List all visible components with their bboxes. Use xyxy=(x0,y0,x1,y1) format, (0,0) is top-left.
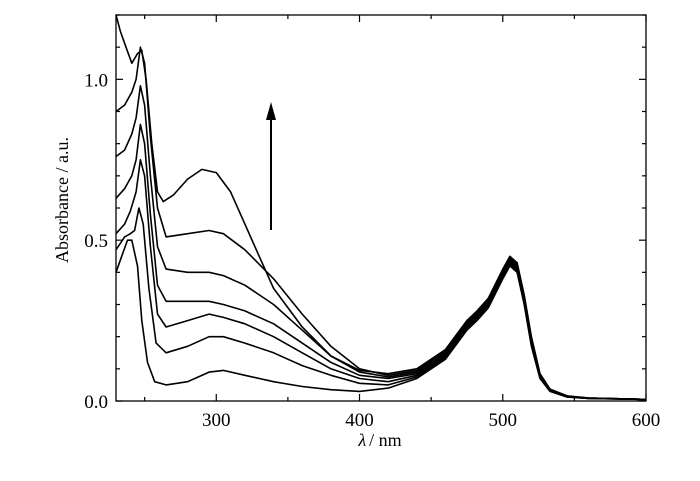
x-tick-label: 600 xyxy=(632,410,661,431)
y-tick-label: 0.0 xyxy=(84,392,108,413)
x-tick-label: 300 xyxy=(202,410,231,431)
x-axis-unit: / nm xyxy=(369,430,402,450)
arrow-head xyxy=(266,102,276,120)
x-tick-label: 400 xyxy=(345,410,374,431)
axis-tick-labels: 300 400 500 600 0.0 0.5 1.0 xyxy=(84,70,660,431)
y-tick-label: 1.0 xyxy=(84,70,108,91)
increase-arrow xyxy=(266,102,276,230)
spectrum-line-6 xyxy=(115,46,647,401)
y-tick-label: 0.5 xyxy=(84,231,108,252)
spectrum-line-5 xyxy=(115,85,647,401)
spectrum-line-4 xyxy=(115,123,647,401)
y-axis-label: Absorbance / a.u. xyxy=(52,137,72,263)
x-tick-label: 500 xyxy=(489,410,518,431)
spectrum-line-2 xyxy=(115,207,647,401)
x-axis-symbol: λ xyxy=(357,430,366,450)
x-axis-label: λ / nm xyxy=(357,430,401,450)
axis-ticks xyxy=(116,14,647,402)
spectrum-line-3 xyxy=(115,159,647,401)
spectrum-line-7 xyxy=(115,14,647,401)
spectra-series xyxy=(115,14,647,401)
